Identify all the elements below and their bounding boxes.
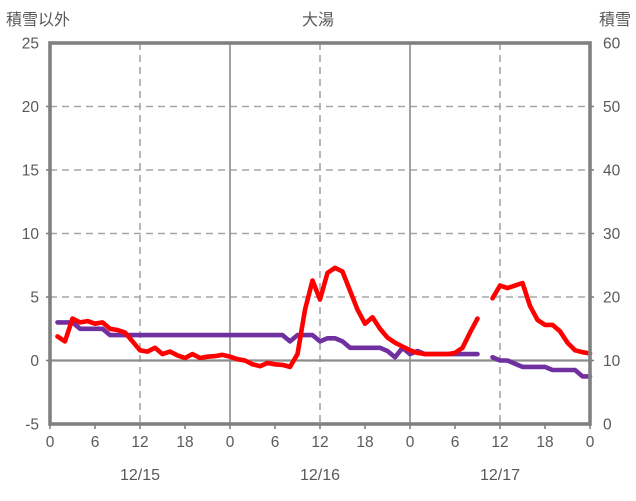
y-left-tick-label: 5 <box>30 290 39 307</box>
x-date-label: 12/17 <box>480 467 520 484</box>
x-hour-tick-label: 18 <box>536 434 553 451</box>
x-hour-tick-label: 0 <box>586 434 595 451</box>
x-hour-tick-label: 12 <box>491 434 508 451</box>
x-hour-tick-label: 6 <box>451 434 460 451</box>
x-hour-tick-label: 6 <box>91 434 100 451</box>
y-left-tick-label: 15 <box>22 163 39 180</box>
x-hour-tick-label: 18 <box>176 434 193 451</box>
x-date-label: 12/16 <box>300 467 340 484</box>
y-right-tick-label: 40 <box>603 163 621 180</box>
chart-title: 大湯 <box>301 12 335 29</box>
right-axis-title: 積雪 <box>598 12 631 29</box>
y-right-tick-label: 10 <box>603 353 621 370</box>
x-hour-tick-label: 12 <box>131 434 148 451</box>
x-hour-tick-label: 18 <box>356 434 373 451</box>
left-axis-title: 積雪以外 <box>6 12 71 29</box>
x-hour-tick-label: 12 <box>311 434 328 451</box>
y-right-tick-label: 0 <box>603 417 612 434</box>
y-right-tick-label: 20 <box>603 290 621 307</box>
x-hour-tick-label: 6 <box>271 434 280 451</box>
y-left-tick-label: 20 <box>22 99 40 116</box>
x-date-label: 12/15 <box>120 467 160 484</box>
series-line-non-snow <box>55 265 593 370</box>
x-hour-tick-label: 0 <box>226 434 235 451</box>
y-left-tick-label: -5 <box>25 417 39 434</box>
x-hour-tick-label: 0 <box>406 434 415 451</box>
x-hour-tick-label: 0 <box>46 434 55 451</box>
y-right-tick-label: 60 <box>603 36 621 53</box>
y-left-tick-label: 10 <box>22 226 40 243</box>
plot-frame <box>48 41 592 426</box>
y-right-tick-label: 50 <box>603 99 621 116</box>
y-right-tick-label: 30 <box>603 226 621 243</box>
y-left-tick-label: 25 <box>22 36 39 53</box>
y-left-tick-label: 0 <box>30 353 39 370</box>
